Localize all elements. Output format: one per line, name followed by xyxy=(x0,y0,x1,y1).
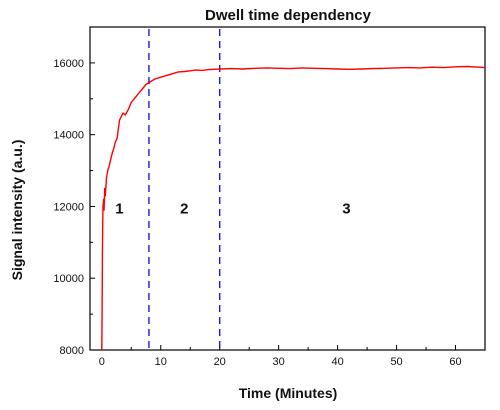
x-tick-label: 20 xyxy=(214,356,226,368)
x-tick-label: 50 xyxy=(390,356,402,368)
x-tick-label: 30 xyxy=(273,356,285,368)
y-tick-label: 16000 xyxy=(53,58,84,70)
y-tick-label: 14000 xyxy=(53,130,84,142)
region-label: 2 xyxy=(180,201,188,218)
chart-title: Dwell time dependency xyxy=(205,7,372,24)
x-tick-label: 60 xyxy=(449,356,461,368)
x-tick-label: 0 xyxy=(99,356,105,368)
x-tick-label: 10 xyxy=(155,356,167,368)
signal-line xyxy=(101,65,486,351)
plot-frame xyxy=(89,26,486,351)
y-tick-label: 10000 xyxy=(53,273,84,285)
y-axis-label: Signal intensity (a.u.) xyxy=(9,140,25,281)
plot-area: 0 10 20 30 40 50 60 8000 10000 12000 14000 16000 1 2 3 xyxy=(53,26,486,368)
region-label: 1 xyxy=(115,201,123,218)
x-axis-label: Time (Minutes) xyxy=(239,385,338,401)
y-tick-label: 12000 xyxy=(53,201,84,213)
y-tick-label: 8000 xyxy=(60,345,84,357)
region-label: 3 xyxy=(342,201,350,218)
x-tick-label: 40 xyxy=(331,356,343,368)
